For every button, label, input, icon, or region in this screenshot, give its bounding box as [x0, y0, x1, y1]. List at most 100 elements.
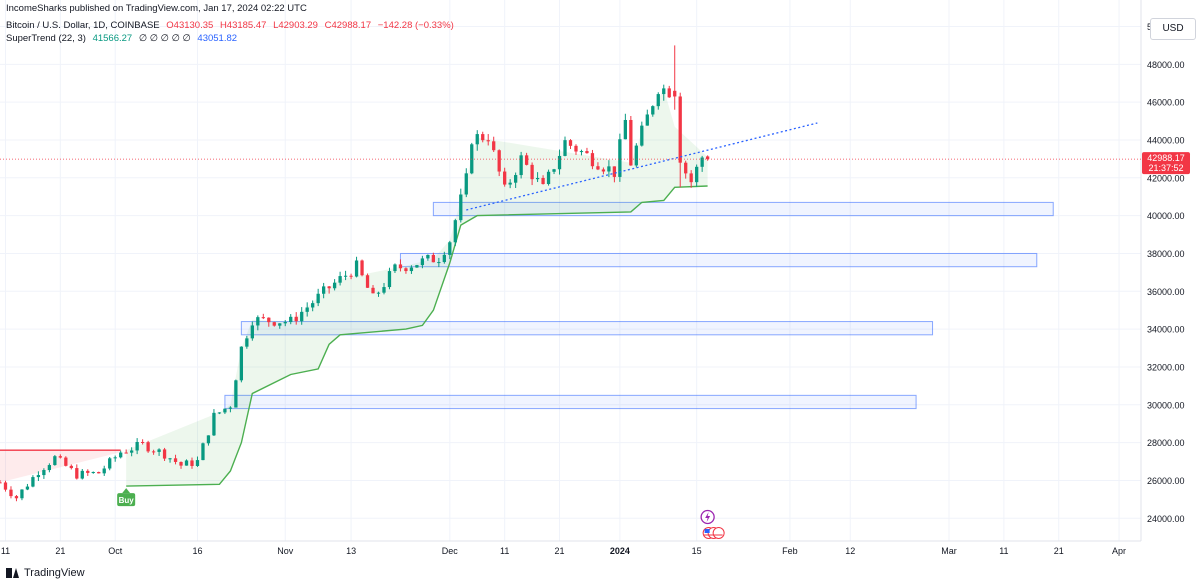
candle-body	[332, 282, 337, 289]
candle	[497, 149, 501, 177]
grid	[0, 0, 1142, 542]
candle	[217, 412, 222, 415]
candle	[162, 447, 167, 462]
candle-body	[322, 286, 326, 294]
candle	[470, 142, 474, 175]
candle-body	[618, 139, 622, 177]
candle	[190, 457, 194, 469]
candle	[31, 475, 35, 488]
candle-body	[261, 317, 265, 319]
candle	[349, 273, 353, 280]
candle-body	[601, 169, 606, 172]
indicator-value-2: 43051.82	[197, 33, 238, 44]
price-tick-label: 40000.00	[1147, 211, 1185, 221]
candle-body	[0, 482, 2, 484]
candle	[546, 169, 551, 186]
candle-body	[327, 286, 331, 289]
candle	[0, 480, 2, 484]
time-tick-label: 11	[1, 546, 10, 556]
candle-body	[140, 441, 145, 443]
low-value: L42903.29	[273, 20, 318, 31]
candle	[513, 172, 518, 188]
candle	[173, 454, 178, 465]
supertrend-up-fill	[126, 88, 708, 487]
symbol-title[interactable]: Bitcoin / U.S. Dollar, 1D, COINBASE	[6, 20, 160, 31]
supertrend-up-line	[126, 185, 708, 487]
candle-body	[492, 141, 496, 151]
candle-body	[634, 145, 638, 166]
candle	[289, 314, 293, 325]
candle-body	[486, 140, 490, 142]
indicator-name[interactable]: SuperTrend (22, 3)	[6, 33, 86, 44]
indicator-legend: SuperTrend (22, 3) 41566.27 ∅ ∅ ∅ ∅ ∅ 43…	[6, 33, 241, 44]
candle	[601, 167, 606, 175]
buy-signal-box	[117, 493, 136, 507]
candle	[365, 273, 370, 288]
candle-body	[524, 155, 529, 165]
candle-body	[596, 166, 600, 170]
candle-body	[80, 470, 84, 479]
candle	[206, 435, 211, 446]
candle	[662, 84, 666, 101]
candle	[322, 282, 326, 299]
candle	[481, 131, 485, 143]
candle-body	[623, 119, 628, 140]
candle-body	[162, 449, 167, 459]
candle	[590, 149, 595, 170]
candle	[387, 267, 392, 290]
candle	[151, 449, 156, 455]
candle	[91, 471, 95, 474]
candle	[69, 464, 73, 470]
candle	[404, 267, 408, 274]
candle	[58, 454, 62, 459]
candle-body	[673, 90, 677, 97]
candle-body	[481, 134, 485, 141]
event-marker	[700, 509, 725, 539]
candle	[431, 252, 436, 263]
open-value: O43130.35	[166, 20, 214, 31]
candle	[629, 116, 633, 166]
candle-body	[360, 260, 364, 276]
candle	[316, 288, 320, 307]
candle	[492, 136, 496, 153]
candle-body	[289, 316, 293, 323]
supertrend-down-fill	[0, 450, 121, 483]
indicator-empty-values: ∅ ∅ ∅ ∅ ∅	[138, 33, 191, 44]
candle	[475, 130, 479, 151]
candle-body	[124, 452, 128, 454]
time-tick-label: 15	[692, 546, 702, 556]
publisher-text: IncomeSharks published on TradingView.co…	[6, 3, 307, 14]
candle	[541, 175, 545, 185]
candle	[695, 164, 699, 187]
candle	[195, 456, 200, 467]
buy-signal-arrow	[122, 488, 131, 494]
candle	[579, 149, 584, 156]
candle	[459, 188, 463, 223]
candle	[371, 285, 375, 294]
candle	[278, 323, 282, 329]
candle-body	[607, 166, 611, 172]
candle	[568, 139, 573, 150]
candle	[119, 450, 123, 459]
candle-body	[376, 292, 381, 294]
candle-body	[662, 88, 666, 95]
candle-body	[513, 175, 518, 183]
candle-body	[568, 140, 573, 146]
candle	[256, 315, 260, 331]
time-tick-label: 11	[999, 546, 1008, 556]
candle	[453, 218, 457, 247]
candle-body	[612, 166, 617, 177]
candle-body	[667, 88, 671, 98]
support-zone	[240, 321, 934, 336]
candle	[338, 271, 342, 286]
candle-body	[184, 460, 189, 466]
time-tick-label: 21	[1054, 546, 1064, 556]
candle-body	[53, 456, 57, 466]
candle-body	[645, 114, 649, 126]
candle	[179, 461, 183, 469]
candle	[267, 317, 271, 327]
currency-button[interactable]: USD	[1150, 18, 1196, 40]
candle-body	[168, 458, 172, 460]
candle	[327, 285, 331, 294]
